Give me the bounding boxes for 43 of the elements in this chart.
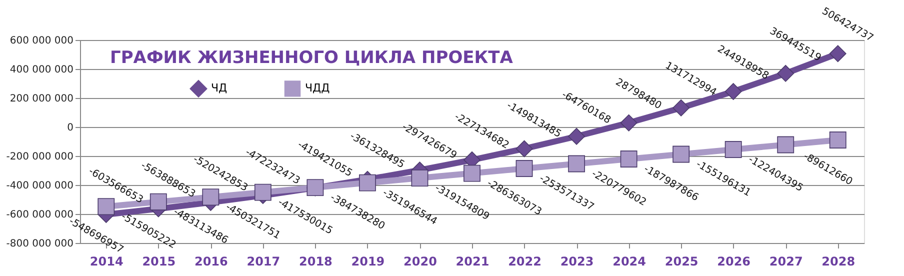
y-tick-label: 600 000 000: [10, 36, 74, 46]
point: [672, 146, 690, 163]
point: [411, 170, 428, 186]
x-tick-label: 2027: [769, 254, 803, 268]
x-tick-label: 2025: [664, 254, 698, 268]
x-tick-label: 2020: [404, 254, 437, 268]
x-tick-label: 2021: [456, 254, 490, 268]
point: [777, 136, 794, 154]
x-tick-label: 2015: [142, 254, 176, 268]
point: [464, 164, 480, 182]
y-tick-label: -400 000 000: [6, 180, 74, 192]
x-tick-label: 2017: [246, 254, 280, 268]
x-tick-label: 2016: [194, 254, 228, 268]
x-tick-label: 2022: [508, 254, 542, 268]
x-tick-label: 2028: [822, 254, 856, 268]
point: [724, 83, 742, 100]
x-tick-label: 2014: [90, 254, 124, 268]
point: [620, 114, 638, 132]
legend-label: ЧДД: [305, 82, 330, 95]
point: [829, 45, 846, 62]
x-tick-label: 2023: [560, 254, 594, 268]
point: [254, 184, 272, 201]
x-tick-label: 2024: [612, 254, 646, 268]
point: [724, 141, 742, 158]
y-tick-label: 200 000 000: [10, 94, 74, 104]
point: [516, 160, 533, 177]
point: [777, 64, 794, 82]
x-tick-label: 2026: [717, 254, 751, 268]
text: ГРАФИК ЖИЗНЕННОГО ЦИКЛА ПРОЕКТА: [110, 48, 514, 68]
y-tick-label: -600 000 000: [6, 210, 74, 220]
point: [672, 99, 690, 116]
legend-label: ЧД: [211, 82, 228, 95]
y-tick-label: -200 000 000: [6, 152, 74, 162]
point: [620, 150, 638, 168]
point: [568, 128, 585, 145]
y-tick-label: 400 000 000: [10, 64, 74, 76]
point: [359, 174, 376, 192]
x-tick-label: 2019: [351, 254, 385, 268]
point: [568, 155, 585, 172]
point: [516, 140, 533, 158]
point: [829, 132, 846, 148]
x-tick-label: 2018: [298, 254, 332, 268]
y-tick-label: 0: [67, 122, 74, 134]
